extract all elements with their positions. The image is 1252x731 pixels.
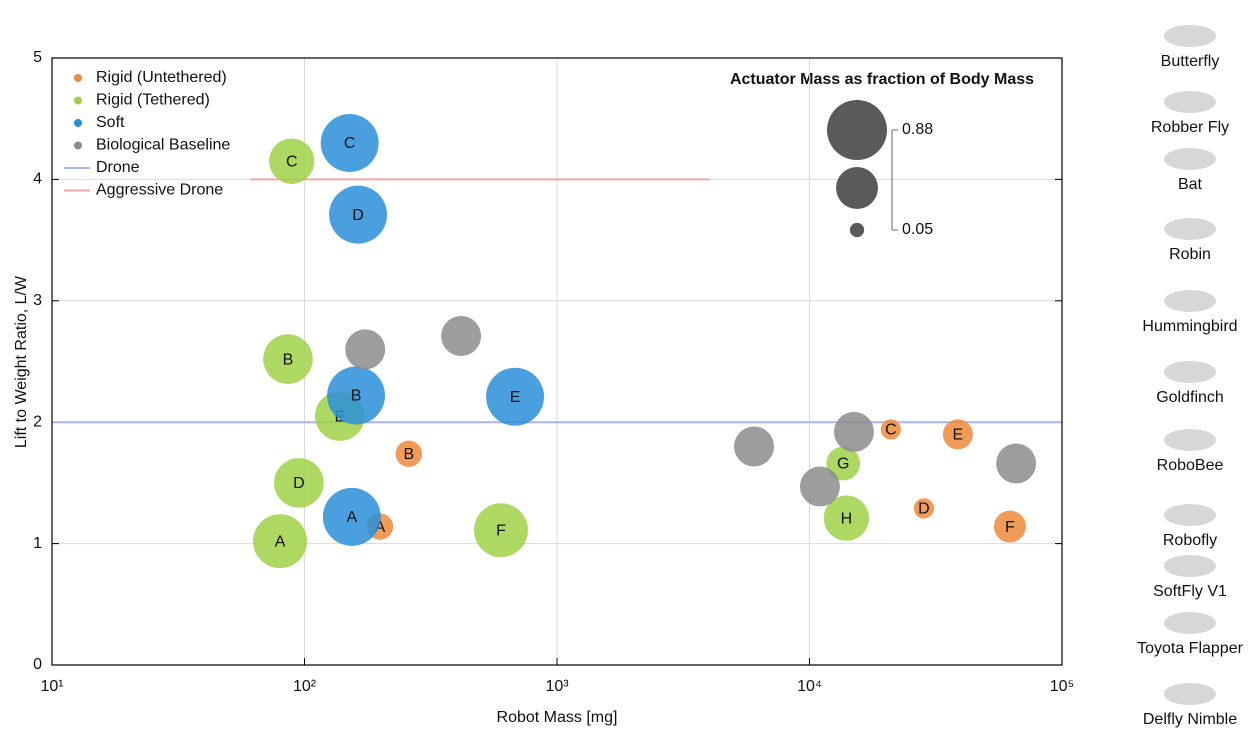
bubble-label: C (344, 135, 356, 152)
bubble (913, 498, 935, 519)
x-tick-label: 10¹ (40, 678, 63, 695)
bubble (441, 316, 482, 356)
plot-frame (51, 57, 1063, 666)
bubble (274, 458, 324, 508)
bubble (996, 443, 1037, 484)
side-label: Goldfinch (1156, 389, 1224, 406)
size-legend-title: Actuator Mass as fraction of Body Mass (730, 71, 1034, 88)
size-legend-label: 0.88 (902, 121, 933, 138)
bubble (474, 503, 528, 558)
y-tick-label: 5 (33, 49, 42, 66)
y-axis-label: Lift to Weight Ratio, L/W (13, 275, 30, 448)
y-tick-label: 1 (33, 535, 42, 552)
bubble-label: G (837, 456, 849, 473)
bubble (880, 419, 901, 440)
bubble-label: H (841, 510, 853, 527)
bubble-label: C (286, 153, 298, 170)
side-icon (1164, 361, 1216, 383)
side-label: Delfly Nimble (1143, 711, 1237, 728)
size-legend-bubble (836, 167, 878, 209)
side-icon (1164, 91, 1216, 113)
bubble-label: F (496, 522, 506, 539)
side-label: Robber Fly (1151, 119, 1229, 136)
legend-marker (74, 141, 82, 150)
legend-marker (74, 119, 82, 127)
side-icon (1164, 218, 1216, 240)
side-icon (1164, 429, 1216, 451)
bubble (942, 419, 973, 450)
bubble (395, 440, 423, 467)
bubble-label: E (953, 427, 964, 444)
side-label: Toyota Flapper (1137, 640, 1244, 657)
bubble (253, 514, 307, 569)
x-axis-label: Robot Mass [mg] (497, 709, 618, 726)
side-label: Robofly (1163, 532, 1217, 549)
side-label: Butterfly (1161, 53, 1220, 70)
side-label: Hummingbird (1142, 318, 1237, 335)
size-legend-label: 0.05 (902, 221, 933, 238)
legend-label: Aggressive Drone (96, 182, 223, 199)
side-icon (1164, 148, 1216, 170)
legend-marker (74, 96, 82, 105)
x-tick-label: 10⁵ (1050, 678, 1074, 695)
bubble (320, 114, 379, 172)
bubble-label: A (347, 509, 358, 526)
bubble (734, 426, 775, 467)
bubble (826, 446, 861, 481)
legend-label: Biological Baseline (96, 137, 230, 154)
y-tick-label: 0 (33, 656, 42, 673)
legend-marker (74, 74, 82, 82)
side-label: RoboBee (1157, 457, 1224, 474)
y-tick-label: 2 (33, 413, 42, 430)
bubble (833, 411, 874, 452)
side-icon (1164, 25, 1216, 47)
side-icon (1164, 612, 1216, 634)
bubble-label: C (885, 422, 897, 439)
legend-label: Rigid (Untethered) (96, 69, 227, 86)
x-tick-label: 10³ (545, 678, 569, 695)
legend-label: Drone (96, 159, 140, 176)
legend-label: Soft (96, 114, 125, 131)
bubble-label: F (1005, 519, 1015, 536)
bubble-label: A (275, 533, 286, 550)
side-label: SoftFly V1 (1153, 583, 1227, 600)
bubble-label: D (918, 501, 930, 518)
bubble-label: D (293, 475, 305, 492)
side-icon (1164, 683, 1216, 705)
bubble-label: E (510, 389, 521, 406)
bubble (993, 510, 1026, 543)
bubble-label: B (351, 388, 362, 405)
bubble (329, 185, 388, 244)
bubble (269, 138, 315, 184)
side-icon (1164, 504, 1216, 526)
side-label: Robin (1169, 246, 1211, 263)
legend-label: Rigid (Tethered) (96, 92, 210, 109)
bubble-label: B (283, 351, 294, 368)
bubble-label: D (352, 207, 364, 224)
y-tick-label: 4 (33, 171, 42, 188)
bubble (322, 487, 381, 546)
bubble-label: A (375, 519, 386, 536)
x-tick-label: 10⁴ (797, 678, 822, 695)
bubble (263, 334, 313, 384)
side-icon (1164, 290, 1216, 312)
bubble (345, 329, 386, 370)
x-tick-label: 10² (293, 678, 317, 695)
bubble (486, 367, 545, 426)
bubble-label: B (404, 446, 415, 463)
bubble (327, 366, 386, 425)
size-legend-bubble (849, 222, 865, 238)
bubble (799, 466, 840, 507)
side-label: Bat (1178, 176, 1203, 193)
side-icon (1164, 555, 1216, 577)
y-tick-label: 3 (33, 292, 42, 309)
bubble (823, 495, 870, 541)
size-legend-bubble (826, 99, 888, 161)
